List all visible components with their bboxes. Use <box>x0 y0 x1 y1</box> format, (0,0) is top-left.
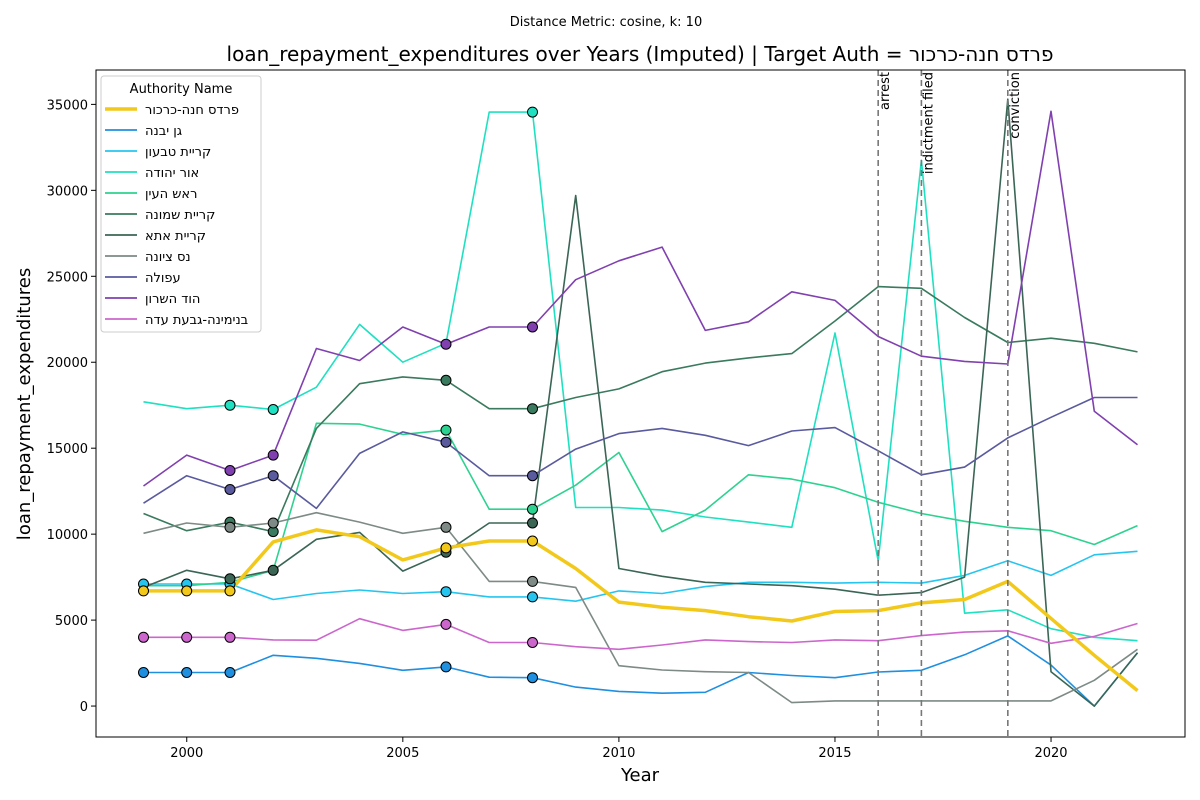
imputed-marker <box>267 404 279 415</box>
imputed-marker <box>527 575 538 587</box>
x-tick-label: 2020 <box>1034 746 1067 761</box>
x-axis-label: Year <box>620 765 660 786</box>
y-tick-label: 20000 <box>47 356 88 371</box>
imputed-marker <box>527 321 538 333</box>
legend-label: קריית שמונה <box>145 208 215 223</box>
imputed-marker <box>138 667 149 678</box>
event-label: indictment filed <box>921 72 936 174</box>
imputed-marker <box>527 591 538 603</box>
x-tick-label: 2000 <box>170 746 203 761</box>
series-line-10 <box>143 617 1138 651</box>
series-line-3 <box>143 111 1138 642</box>
y-axis: 0 5000 10000 15000 20000 25000 30000 35000 <box>47 98 96 715</box>
x-tick-label: 2015 <box>818 746 851 761</box>
legend-label: פרדס חנה-כרכור <box>145 103 239 118</box>
imputed-marker <box>440 618 452 630</box>
legend-label: ראש העין <box>145 187 197 202</box>
x-axis: 2000 2005 2010 2015 2020 <box>170 737 1068 761</box>
chart-suptitle: Distance Metric: cosine, k: 10 <box>510 15 702 30</box>
legend-label: בנימינה-גבעת עדה <box>145 313 248 328</box>
imputed-marker <box>181 667 193 678</box>
imputed-marker <box>440 374 452 386</box>
imputed-marker <box>527 503 538 515</box>
imputed-marker <box>527 535 538 547</box>
imputed-marker <box>527 106 538 118</box>
legend-label: אור יהודה <box>145 166 199 181</box>
series-line-0 <box>143 528 1139 692</box>
series-line-8 <box>143 396 1138 510</box>
series-line-4 <box>143 422 1138 587</box>
imputed-marker <box>440 661 452 673</box>
imputed-marker <box>527 517 538 529</box>
legend-box <box>100 75 262 333</box>
legend-label: עפולה <box>145 271 181 286</box>
y-tick-label: 0 <box>80 700 88 715</box>
y-tick-label: 10000 <box>47 528 88 543</box>
legend-label: גן יבנה <box>145 124 182 139</box>
imputed-marker <box>527 637 538 648</box>
series-line-5 <box>143 285 1138 533</box>
series-line-2 <box>143 550 1138 603</box>
imputed-marker <box>138 585 149 597</box>
y-tick-label: 25000 <box>47 270 88 285</box>
x-tick-label: 2010 <box>602 746 635 761</box>
imputed-marker <box>181 585 193 597</box>
y-tick-label: 15000 <box>47 442 88 457</box>
imputed-marker <box>224 521 236 533</box>
series-line-9 <box>143 110 1138 487</box>
series-line-6 <box>143 98 1139 707</box>
imputed-marker <box>181 631 193 643</box>
imputed-marker <box>138 631 149 643</box>
legend-label: קריית טבעון <box>145 145 211 160</box>
y-tick-label: 35000 <box>47 98 88 113</box>
event-label: conviction <box>1008 72 1023 139</box>
imputed-marker <box>224 484 236 495</box>
imputed-marker <box>527 672 538 684</box>
imputed-marker <box>440 542 452 554</box>
x-tick-label: 2005 <box>386 746 419 761</box>
imputed-marker <box>267 517 279 529</box>
legend-label: נס ציונה <box>145 250 191 265</box>
legend: Authority Name פרדס חנה-כרכור גן יבנה קריי… <box>100 75 262 333</box>
legend-title: Authority Name <box>130 82 233 97</box>
imputed-marker <box>224 465 236 476</box>
y-tick-label: 5000 <box>55 614 88 629</box>
imputed-marker <box>224 667 236 678</box>
imputed-marker <box>440 424 452 436</box>
imputed-marker <box>527 470 538 482</box>
series-line-7 <box>143 511 1138 704</box>
imputed-marker <box>440 338 452 350</box>
imputed-marker <box>224 573 236 585</box>
imputed-marker <box>267 449 279 461</box>
axes-frame <box>95 69 1186 738</box>
imputed-marker <box>440 521 452 533</box>
imputed-marker <box>267 564 279 576</box>
imputed-marker <box>267 470 279 482</box>
event-label: arrest <box>878 72 893 110</box>
imputed-marker <box>224 631 236 643</box>
chart-title: loan_repayment_expenditures over Years (… <box>227 42 1054 66</box>
imputed-marker <box>224 399 236 411</box>
legend-label: קריית אתא <box>145 229 206 244</box>
plot-area: arrest indictment filed conviction <box>138 70 1139 737</box>
y-axis-label: loan_repayment_expenditures <box>14 268 35 540</box>
legend-label: הוד השרון <box>145 292 200 307</box>
imputed-marker <box>527 403 538 415</box>
y-tick-label: 30000 <box>47 184 88 199</box>
imputed-marker <box>440 586 452 598</box>
imputed-marker <box>440 436 452 448</box>
series-line-1 <box>143 635 1139 707</box>
imputed-marker <box>224 585 236 597</box>
